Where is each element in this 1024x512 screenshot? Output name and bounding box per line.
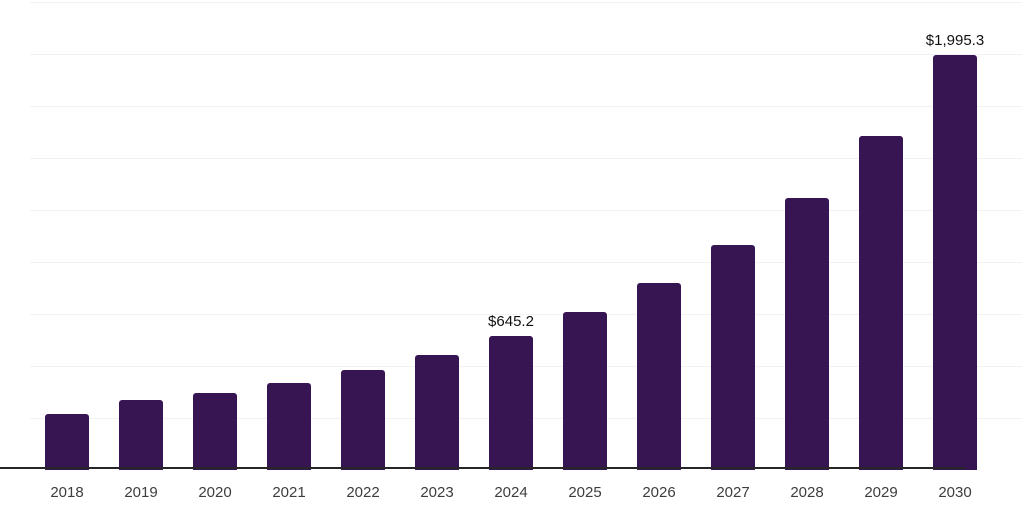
bar-2018 bbox=[45, 414, 89, 470]
bar-2024 bbox=[489, 335, 533, 470]
bar-2023 bbox=[415, 354, 459, 470]
gridline-1500 bbox=[30, 158, 1022, 159]
x-tick-label-2026: 2026 bbox=[642, 484, 676, 501]
x-tick-label-2019: 2019 bbox=[124, 484, 158, 501]
bar-2027 bbox=[711, 244, 755, 470]
gridline-2250 bbox=[30, 2, 1022, 3]
x-tick-label-2024: 2024 bbox=[494, 484, 528, 501]
bar-2028 bbox=[785, 197, 829, 470]
value-label-2024: $645.2 bbox=[488, 312, 534, 330]
gridline-1750 bbox=[30, 106, 1022, 107]
bar-2026 bbox=[637, 283, 681, 470]
x-tick-label-2021: 2021 bbox=[272, 484, 306, 501]
gridline-2000 bbox=[30, 54, 1022, 55]
gridline-1000 bbox=[30, 262, 1022, 263]
bar-2025 bbox=[563, 311, 607, 470]
x-tick-label-2023: 2023 bbox=[420, 484, 454, 501]
x-tick-label-2025: 2025 bbox=[568, 484, 602, 501]
x-axis-line bbox=[0, 467, 965, 469]
x-tick-label-2027: 2027 bbox=[716, 484, 750, 501]
x-tick-label-2022: 2022 bbox=[346, 484, 380, 501]
x-tick-label-2020: 2020 bbox=[198, 484, 232, 501]
bar-2022 bbox=[341, 369, 385, 470]
gridline-1250 bbox=[30, 210, 1022, 211]
value-label-2030: $1,995.3 bbox=[925, 31, 985, 49]
bar-2030 bbox=[933, 54, 977, 470]
gridline-750 bbox=[30, 314, 1022, 315]
bar-2019 bbox=[119, 400, 163, 470]
plot-area: $645.2 $1,995.3 bbox=[30, 2, 1022, 470]
x-tick-label-2029: 2029 bbox=[864, 484, 898, 501]
x-tick-label-2018: 2018 bbox=[50, 484, 84, 501]
bar-2020 bbox=[193, 393, 237, 470]
bar-2029 bbox=[859, 135, 903, 470]
x-tick-label-2028: 2028 bbox=[790, 484, 824, 501]
bar-2021 bbox=[267, 383, 311, 470]
x-tick-label-2030: 2030 bbox=[938, 484, 972, 501]
